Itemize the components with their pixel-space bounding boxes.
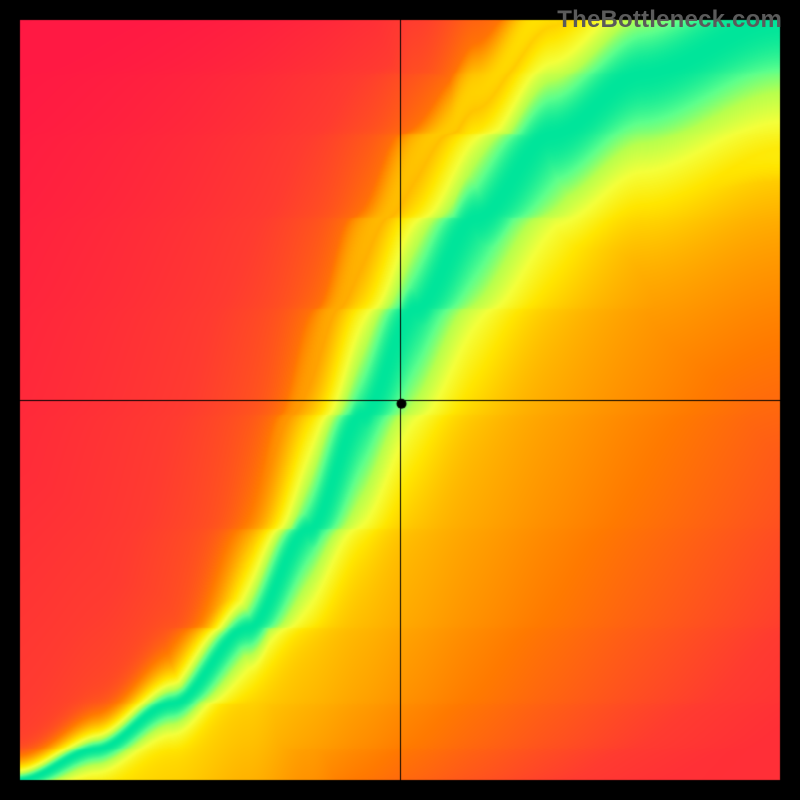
chart-container: { "watermark": { "text": "TheBottleneck.… [0, 0, 800, 800]
bottleneck-heatmap [0, 0, 800, 800]
watermark-text: TheBottleneck.com [557, 6, 782, 34]
